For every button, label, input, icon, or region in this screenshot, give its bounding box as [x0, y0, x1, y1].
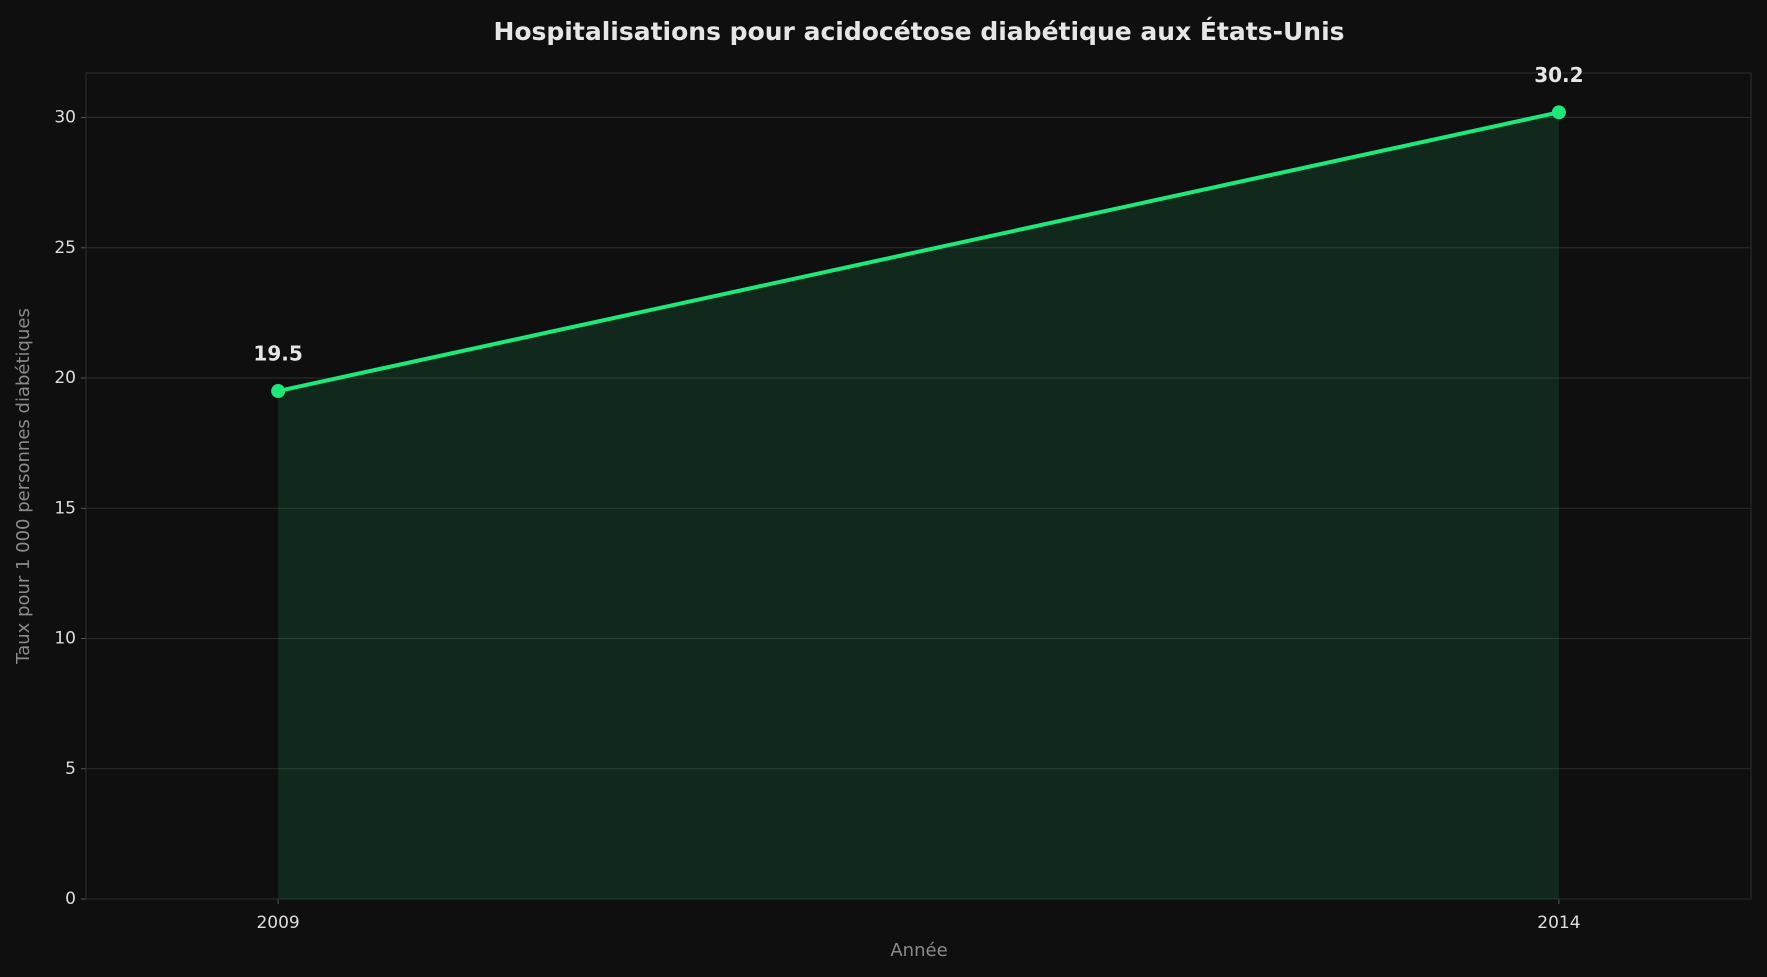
x-axis-label: Année [890, 940, 947, 961]
data-label: 30.2 [1534, 63, 1583, 87]
y-tick-label: 30 [54, 108, 76, 128]
chart-title: Hospitalisations pour acidocétose diabét… [493, 17, 1344, 46]
y-tick-label: 5 [65, 759, 76, 779]
point [271, 384, 286, 399]
area [278, 112, 1559, 900]
y-tick-label: 25 [54, 238, 76, 258]
y-tick-label: 20 [54, 368, 76, 388]
y-tick-label: 10 [54, 629, 76, 649]
line [277, 110, 1560, 394]
point [1551, 105, 1566, 120]
plot-frame [85, 72, 1752, 900]
data-label: 19.5 [253, 342, 302, 366]
x-tick-label: 2014 [1537, 913, 1580, 933]
x-tick-label: 2009 [256, 913, 299, 933]
y-tick-label: 0 [65, 889, 76, 909]
y-tick-label: 15 [54, 498, 76, 518]
y-axis-label: Taux pour 1 000 personnes diabétiques [13, 308, 34, 665]
